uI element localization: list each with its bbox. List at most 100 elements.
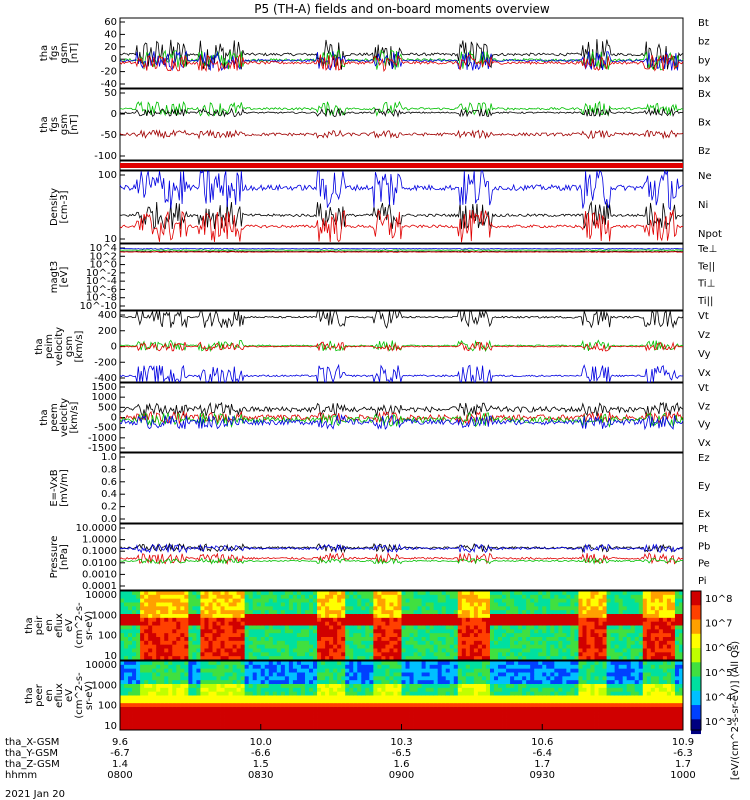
spectrogram-cell <box>152 621 157 626</box>
spectrogram-cell <box>341 637 346 642</box>
spectrogram-cell <box>252 661 258 666</box>
spectrogram-cell <box>642 591 648 596</box>
spectrogram-cell <box>373 656 378 661</box>
spectrogram-cell <box>272 672 278 677</box>
spectrogram-cell <box>180 714 185 719</box>
spectrogram-cell <box>473 687 479 693</box>
spectrogram-cell <box>582 594 587 600</box>
spectrogram-cell <box>602 680 607 685</box>
spectrogram-cell <box>124 687 129 693</box>
spectrogram-cell <box>244 644 250 649</box>
spectrogram-cell <box>329 684 334 689</box>
spectrogram-cell <box>292 664 298 670</box>
spectrogram-cell <box>240 621 246 626</box>
spectrogram-cell <box>610 652 616 657</box>
spectrogram-cell <box>333 625 338 630</box>
spectrogram-cell <box>212 668 217 673</box>
spectrogram-cell <box>594 656 599 661</box>
spectrogram-cell <box>200 591 205 596</box>
spectrogram-cell <box>248 726 254 731</box>
spectrogram-cell <box>212 633 217 638</box>
spectrogram-cell <box>156 637 161 642</box>
spectrogram-cell <box>220 672 225 677</box>
spectrogram-cell <box>498 707 503 712</box>
spectrogram-cell <box>132 718 137 723</box>
spectrogram-cell <box>381 680 386 685</box>
spectrogram-cell <box>373 633 378 638</box>
spectrogram-cell <box>566 637 571 642</box>
spectrogram-cell <box>292 621 298 626</box>
spectrogram-cell <box>325 602 330 607</box>
spectrogram-cell <box>578 664 583 670</box>
spectrogram-cell <box>558 672 563 677</box>
spectrogram-cell <box>228 621 233 626</box>
spectrogram-cell <box>518 687 523 693</box>
spectrogram-cell <box>385 699 390 704</box>
spectrogram-cell <box>522 617 527 623</box>
spectrogram-cell <box>554 614 559 619</box>
spectrogram-cell <box>433 625 439 630</box>
y-tick-label: 10.0000 <box>76 523 117 534</box>
spectrogram-cell <box>477 602 483 607</box>
spectrogram-cell <box>120 644 125 649</box>
spectrogram-cell <box>260 661 266 666</box>
spectrogram-cell <box>204 644 209 649</box>
spectrogram-cell <box>498 637 503 642</box>
spectrogram-cell <box>152 598 157 603</box>
spectrogram-cell <box>228 598 233 603</box>
spectrogram-cell <box>489 695 495 700</box>
y-tick-label: 0.2 <box>101 502 117 513</box>
spectrogram-cell <box>212 710 217 716</box>
spectrogram-cell <box>578 661 583 666</box>
spectrogram-cell <box>361 606 366 611</box>
spectrogram-cell <box>457 621 463 626</box>
spectrogram-cell <box>276 621 282 626</box>
spectrogram-cell <box>554 625 559 630</box>
spectrogram-cell <box>578 625 583 630</box>
spectrogram-cell <box>566 684 571 689</box>
spectrogram-cell <box>345 652 350 657</box>
spectrogram-cell <box>292 687 298 693</box>
spectrogram-cell <box>550 718 555 723</box>
spectrogram-cell <box>425 664 431 670</box>
spectrogram-cell <box>252 591 258 596</box>
spectrogram-cell <box>570 629 575 634</box>
spectrogram-cell <box>313 668 318 673</box>
spectrogram-cell <box>184 625 189 630</box>
spectrogram-cell <box>618 617 624 623</box>
spectrogram-cell <box>200 676 205 681</box>
spectrogram-cell <box>550 691 555 696</box>
spectrogram-cell <box>248 644 254 649</box>
spectrogram-cell <box>502 606 507 611</box>
spectrogram-cell <box>417 656 423 661</box>
spectrogram-cell <box>441 640 447 646</box>
spectrogram-cell <box>148 614 153 619</box>
spectrogram-cell <box>345 703 350 708</box>
spectrogram-cell <box>566 718 571 723</box>
spectrogram-cell <box>550 676 555 681</box>
spectrogram-cell <box>389 652 394 657</box>
spectrogram-cell <box>164 602 169 607</box>
spectrogram-cell <box>425 718 431 723</box>
spectrogram-cell <box>574 699 579 704</box>
spectrogram-cell <box>498 699 503 704</box>
spectrogram-cell <box>208 672 213 677</box>
spectrogram-cell <box>248 722 254 727</box>
spectrogram-cell <box>441 707 447 712</box>
spectrogram-cell <box>349 703 354 708</box>
spectrogram-cell <box>433 703 439 708</box>
spectrogram-cell <box>586 614 591 619</box>
y-tick-label: -100 <box>94 151 117 162</box>
spectrogram-cell <box>244 591 250 596</box>
spectrogram-cell <box>498 610 503 615</box>
spectrogram-cell <box>449 656 455 661</box>
spectrogram-cell <box>457 703 463 708</box>
spectrogram-cell <box>168 710 173 716</box>
spectrogram-cell <box>329 722 334 727</box>
spectrogram-cell <box>646 614 652 619</box>
spectrogram-cell <box>666 625 672 630</box>
spectrogram-cell <box>618 598 624 603</box>
spectrogram-cell <box>562 602 567 607</box>
spectrogram-cell <box>582 629 587 634</box>
spectrogram-cell <box>128 637 133 642</box>
